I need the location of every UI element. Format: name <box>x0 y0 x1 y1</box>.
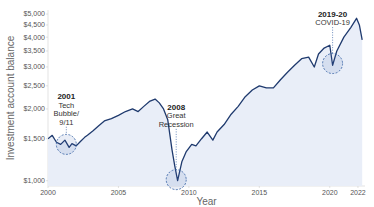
x-tick-label: 2020 <box>322 189 338 196</box>
y-tick <box>46 66 48 67</box>
x-tick <box>329 186 330 188</box>
annotation-text: Recession <box>159 120 194 129</box>
y-tick <box>46 37 48 38</box>
y-tick <box>46 138 48 139</box>
x-tick <box>188 186 189 188</box>
y-tick <box>46 85 48 86</box>
x-tick-label: 2015 <box>252 189 268 196</box>
x-tick-label: 2022 <box>350 189 366 196</box>
x-tick <box>259 186 260 188</box>
y-tick <box>46 14 48 15</box>
annotation-text: COVID-19 <box>315 18 350 27</box>
annotation-circle <box>166 170 186 190</box>
annotation-leader <box>176 129 177 170</box>
x-tick <box>118 186 119 188</box>
y-tick-label: $4,500 <box>24 21 46 28</box>
annotation-text: 9/11 <box>59 118 73 127</box>
y-tick-label: $4,000 <box>24 34 46 41</box>
x-tick-label: 2005 <box>111 189 127 196</box>
x-tick <box>48 186 49 188</box>
chart: $1,000 $1,500 $2,000 $2,500 $3,000 $3,500 $4,0… <box>0 0 374 207</box>
annotation-leader <box>66 127 67 135</box>
y-tick <box>46 50 48 51</box>
y-tick <box>46 24 48 25</box>
x-tick <box>357 186 358 188</box>
y-tick-label: $3,500 <box>24 47 46 54</box>
annotation-circle <box>323 54 343 74</box>
y-tick <box>46 180 48 181</box>
area-fill <box>48 18 362 186</box>
y-tick <box>46 108 48 109</box>
y-tick-label: $2,500 <box>24 82 46 89</box>
y-tick-label: $5,000 <box>24 10 46 17</box>
plot-area <box>48 18 362 186</box>
line <box>48 18 362 180</box>
x-axis-title: Year <box>196 196 217 207</box>
annotation-circle <box>56 134 76 154</box>
y-tick-label: $2,000 <box>24 105 46 112</box>
y-tick-label: $3,000 <box>24 63 46 70</box>
y-axis-title: Investment account balance <box>5 35 16 160</box>
x-tick-label: 2000 <box>40 189 56 196</box>
annotation-leader <box>332 27 333 53</box>
x-tick-label: 2010 <box>181 189 197 196</box>
y-tick-label: $1,000 <box>24 177 46 184</box>
y-tick-label: $1,500 <box>24 135 46 142</box>
